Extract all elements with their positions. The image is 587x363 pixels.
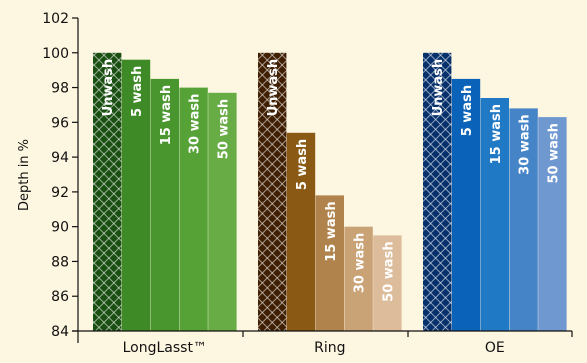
- bar-label-2-2: 15 wash: [489, 104, 504, 164]
- y-tick-label-0: 84: [51, 324, 69, 340]
- y-tick-label-7: 98: [51, 81, 69, 97]
- bar-1-2: [315, 195, 344, 331]
- bar-2-0: [423, 52, 452, 332]
- y-tick-label-5: 94: [51, 150, 69, 166]
- y-tick-label-9: 102: [42, 11, 69, 27]
- bar-0-1: [121, 59, 151, 331]
- bar-label-0-0: Unwash: [101, 59, 116, 117]
- category-label-2: OE: [485, 340, 505, 356]
- y-tick-label-3: 90: [51, 220, 69, 236]
- y-axis-title: Depth in %: [17, 139, 32, 211]
- bar-label-2-1: 5 wash: [460, 85, 475, 136]
- bar-2-2: [480, 98, 509, 331]
- bar-label-2-0: Unwash: [431, 59, 446, 117]
- bars-layer: [93, 52, 567, 332]
- bar-label-0-4: 50 wash: [216, 99, 231, 159]
- bar-label-2-3: 30 wash: [518, 114, 533, 174]
- bar-2-1: [451, 78, 481, 332]
- category-label-1: Ring: [314, 340, 345, 356]
- bar-1-1: [286, 132, 316, 331]
- bar-label-1-3: 30 wash: [353, 233, 368, 293]
- y-tick-label-1: 86: [51, 289, 69, 305]
- bar-label-1-0: Unwash: [266, 59, 281, 117]
- bar-label-0-1: 5 wash: [130, 66, 145, 117]
- y-tick-label-6: 96: [51, 115, 69, 131]
- axes-layer: 84 86 88 90 92 94 96 98 100 102: [42, 11, 573, 343]
- bar-label-1-4: 50 wash: [381, 241, 396, 301]
- bar-2-4: [538, 117, 567, 331]
- bar-1-3: [344, 226, 373, 331]
- y-tick-label-2: 88: [51, 254, 69, 270]
- y-tick-label-8: 100: [42, 46, 69, 62]
- bar-0-3: [179, 87, 208, 331]
- bar-1-4: [373, 235, 402, 331]
- bar-2-3: [509, 108, 538, 332]
- bar-0-4: [208, 92, 237, 331]
- bar-label-1-1: 5 wash: [295, 139, 310, 190]
- bar-1-0: [258, 52, 287, 332]
- bar-0-2: [150, 78, 179, 332]
- bar-label-0-3: 30 wash: [188, 94, 203, 154]
- y-tick-label-4: 92: [51, 185, 69, 201]
- bar-label-2-4: 50 wash: [546, 123, 561, 183]
- bar-0-0: [93, 52, 122, 332]
- bar-label-0-2: 15 wash: [159, 85, 174, 145]
- labels-layer: Unwash 5 wash 15 wash 30 wash 50 wash LongLas…: [101, 59, 561, 356]
- bar-label-1-2: 15 wash: [324, 201, 339, 261]
- category-label-0: LongLasst™: [123, 340, 207, 356]
